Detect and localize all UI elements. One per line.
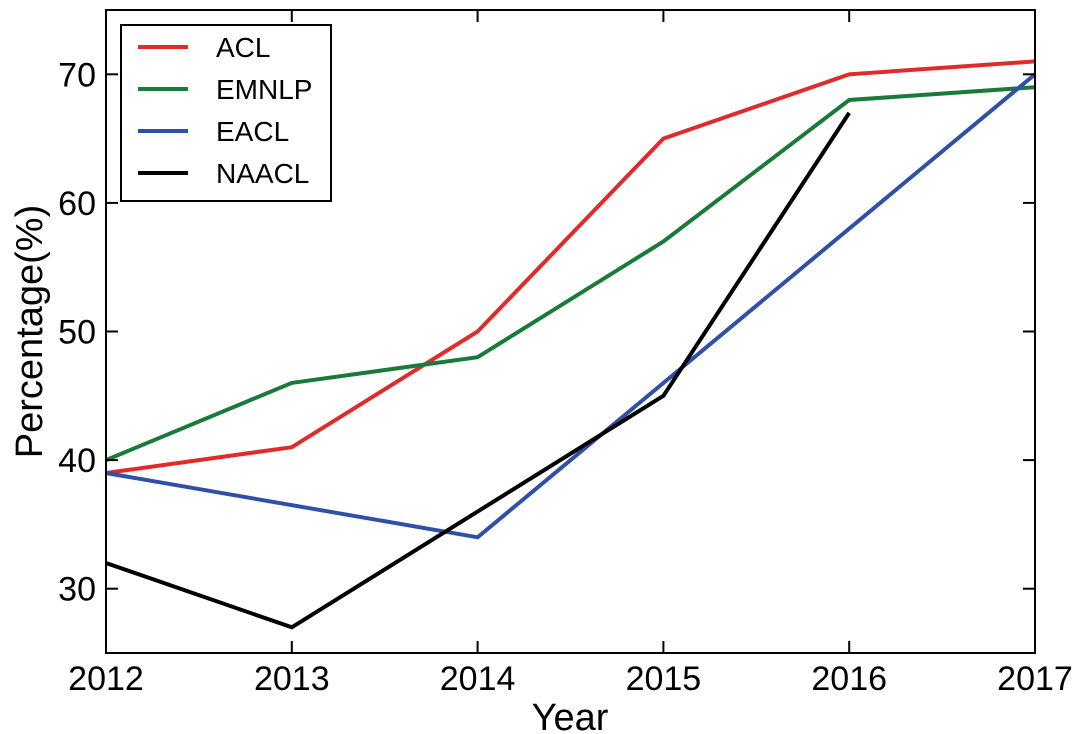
x-tick-label: 2012 — [68, 660, 144, 698]
y-tick-label: 60 — [58, 185, 96, 223]
x-tick-label: 2017 — [997, 660, 1073, 698]
y-tick-label: 50 — [58, 314, 96, 352]
legend: ACL EMNLP EACL NAACL — [120, 24, 332, 202]
series-line-acl — [105, 59, 1036, 475]
x-tick-label: 2014 — [440, 660, 516, 698]
series-layer — [105, 59, 1037, 630]
x-tick-label: 2013 — [254, 660, 330, 698]
series-line-naacl — [105, 111, 851, 630]
x-tick-label: 2015 — [626, 660, 702, 698]
y-axis-label: Percentage(%) — [9, 205, 51, 458]
legend-label-naacl: NAACL — [216, 158, 309, 189]
legend-label-acl: ACL — [216, 32, 270, 63]
y-tick-label: 30 — [58, 571, 96, 609]
series-line-eacl — [105, 72, 1037, 540]
tick-labels-layer: 2012 2013 2014 2015 2016 2017 30 40 50 60 70 — [58, 56, 1073, 698]
y-tick-label: 70 — [58, 56, 96, 94]
y-tick-label: 40 — [58, 442, 96, 480]
ticks-layer — [105, 10, 1036, 653]
series-line-emnlp — [105, 85, 1036, 462]
legend-label-emnlp: EMNLP — [216, 74, 312, 105]
x-tick-label: 2016 — [811, 660, 887, 698]
x-axis-label: Year — [532, 697, 609, 734]
legend-label-eacl: EACL — [216, 116, 289, 147]
legend-items: ACL EMNLP EACL NAACL — [138, 32, 312, 189]
